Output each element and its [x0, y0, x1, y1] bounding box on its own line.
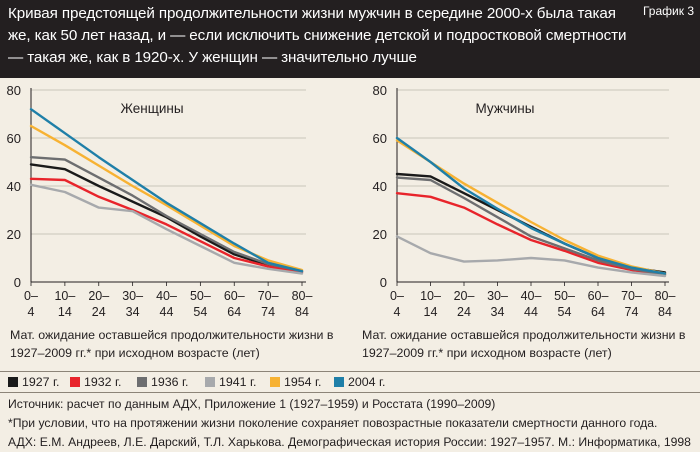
legend-item-2004: 2004 г. — [334, 374, 385, 390]
x-tick-label-women: 70– 74 — [258, 289, 279, 319]
y-tick-label-men: 20 — [373, 227, 387, 242]
legend-item-1932: 1932 г. — [70, 374, 121, 390]
title-bar: Кривая предстоящей продолжительности жиз… — [0, 0, 700, 78]
x-tick-label-women: 20– 24 — [88, 289, 109, 319]
x-tick-label-women: 40– 44 — [156, 289, 177, 319]
series-line-men-1936 — [395, 176, 667, 277]
x-tick-label-women: 50– 54 — [190, 289, 211, 319]
x-tick-label-men: 20– 24 — [454, 289, 475, 319]
y-tick-label-women: 20 — [7, 227, 21, 242]
source-line: Источник: расчет по данным АДХ, Приложен… — [8, 397, 496, 411]
series-line-women-1936 — [29, 155, 304, 273]
x-axis-caption-women: Мат. ожидание оставшейся продолжительнос… — [10, 328, 334, 360]
legend-label-1954: 1954 г. — [284, 375, 322, 389]
legend-item-1936: 1936 г. — [137, 374, 188, 390]
x-tick-label-women: 60– 64 — [224, 289, 245, 319]
series-line-women-1927 — [29, 163, 304, 273]
series-line-men-1932 — [395, 191, 667, 277]
chart-plot-area: 0 20 40 60 80 0– 4 10– 14 20– 24 30– 34 40– 44 50– 54 60–… — [0, 80, 700, 325]
legend-item-1927: 1927 г. — [8, 374, 59, 390]
x-tick-label-men: 70– 74 — [621, 289, 642, 319]
y-tick-label-women: 0 — [14, 275, 21, 290]
y-tick-label-women: 60 — [7, 131, 21, 146]
x-tick-label-men: 10– 14 — [420, 289, 441, 319]
panel-title-men: Мужчины — [476, 101, 535, 116]
series-line-men-1954 — [395, 139, 667, 275]
x-tick-label-women: 10– 14 — [54, 289, 75, 319]
line-charts-svg: 0 20 40 60 80 0– 4 10– 14 20– 24 30– 34 40– 44 50– 54 60–… — [7, 83, 676, 319]
panel-title-women: Женщины — [120, 101, 183, 116]
legend-swatch-1936 — [137, 377, 147, 387]
legend-swatch-1954 — [270, 377, 280, 387]
x-axis-caption-men: Мат. ожидание оставшейся продолжительнос… — [362, 328, 686, 360]
chart-number-tag: График 3 — [642, 4, 694, 18]
legend-label-2004: 2004 г. — [348, 375, 386, 389]
y-tick-label-men: 80 — [373, 83, 387, 98]
legend-label-1936: 1936 г. — [151, 375, 189, 389]
x-tick-label-men: 80– 84 — [655, 289, 676, 319]
legend-label-1927: 1927 г. — [22, 375, 60, 389]
y-tick-label-women: 40 — [7, 179, 21, 194]
series-line-women-2004 — [29, 108, 304, 273]
series-line-women-1941 — [29, 183, 304, 275]
legend-item-1954: 1954 г. — [270, 374, 321, 390]
x-tick-label-men: 60– 64 — [588, 289, 609, 319]
legend-label-1941: 1941 г. — [219, 375, 257, 389]
x-tick-label-men: 0– 4 — [390, 289, 404, 319]
reference-line: АДХ: Е.М. Андреев, Л.Е. Дарский, Т.Л. Ха… — [8, 435, 691, 449]
series-line-women-1954 — [29, 124, 304, 272]
series-line-men-1941 — [395, 235, 667, 278]
footnote-line: *При условии, что на протяжении жизни по… — [8, 416, 658, 430]
x-tick-label-women: 80– 84 — [292, 289, 313, 319]
y-tick-label-men: 40 — [373, 179, 387, 194]
x-tick-label-men: 50– 54 — [554, 289, 575, 319]
legend-item-1941: 1941 г. — [205, 374, 256, 390]
y-tick-label-men: 60 — [373, 131, 387, 146]
legend-swatch-1932 — [70, 377, 80, 387]
legend-swatch-1941 — [205, 377, 215, 387]
legend-swatch-1927 — [8, 377, 18, 387]
y-tick-label-men: 0 — [380, 275, 387, 290]
legend-swatch-2004 — [334, 377, 344, 387]
source-notes: Источник: расчет по данным АДХ, Приложен… — [8, 395, 698, 452]
series-line-men-2004 — [395, 136, 667, 275]
chart-title: Кривая предстоящей продолжительности жиз… — [8, 5, 627, 66]
y-tick-label-women: 80 — [7, 83, 21, 98]
legend-label-1932: 1932 г. — [84, 375, 122, 389]
series-line-women-1932 — [29, 177, 304, 274]
x-tick-label-men: 40– 44 — [521, 289, 542, 319]
x-tick-label-women: 30– 34 — [122, 289, 143, 319]
x-tick-label-men: 30– 34 — [487, 289, 508, 319]
x-tick-label-women: 0– 4 — [24, 289, 38, 319]
legend: 1927 г. 1932 г. 1936 г. 1941 г. 1954 г. … — [0, 371, 700, 393]
